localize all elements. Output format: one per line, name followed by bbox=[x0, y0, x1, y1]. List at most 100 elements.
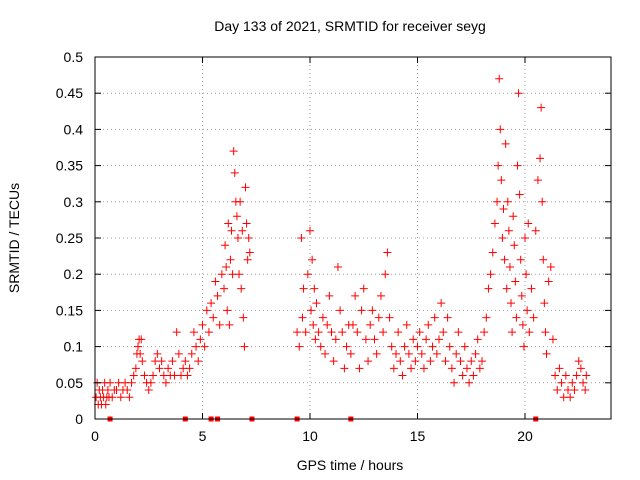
data-point bbox=[546, 262, 555, 271]
data-points bbox=[92, 74, 591, 409]
data-point bbox=[220, 284, 228, 293]
y-tick-label: 0.5 bbox=[64, 49, 84, 65]
x-tick-label: 0 bbox=[91, 428, 99, 444]
data-point bbox=[426, 357, 435, 366]
data-point bbox=[307, 306, 316, 315]
data-point bbox=[331, 335, 340, 344]
data-point bbox=[422, 335, 431, 344]
data-point bbox=[544, 277, 553, 286]
data-point bbox=[232, 212, 241, 221]
data-point bbox=[469, 371, 478, 380]
data-point bbox=[310, 284, 319, 293]
data-point bbox=[342, 342, 351, 351]
data-point bbox=[465, 378, 474, 387]
data-point bbox=[488, 248, 497, 257]
data-point bbox=[456, 357, 465, 366]
data-point bbox=[129, 371, 138, 380]
data-point bbox=[460, 342, 469, 351]
data-point bbox=[536, 154, 545, 163]
data-point bbox=[312, 299, 321, 308]
data-point bbox=[519, 342, 528, 351]
data-point bbox=[387, 342, 396, 351]
x-tick-label: 5 bbox=[199, 428, 207, 444]
data-point bbox=[325, 291, 334, 300]
data-point bbox=[146, 378, 155, 387]
data-point bbox=[134, 342, 142, 351]
data-point bbox=[523, 306, 532, 315]
data-point bbox=[419, 364, 428, 373]
data-point bbox=[226, 255, 235, 264]
data-point bbox=[192, 342, 201, 351]
data-point bbox=[200, 342, 209, 351]
data-point bbox=[490, 219, 499, 228]
data-point bbox=[329, 357, 338, 366]
data-point bbox=[385, 313, 394, 322]
data-point bbox=[581, 386, 590, 395]
data-point bbox=[417, 349, 426, 358]
data-point bbox=[447, 364, 456, 373]
data-point bbox=[349, 320, 357, 329]
data-point bbox=[355, 364, 364, 373]
data-point bbox=[509, 212, 518, 221]
data-point bbox=[295, 342, 304, 351]
data-point bbox=[161, 378, 170, 387]
data-point bbox=[411, 357, 420, 366]
data-point bbox=[217, 270, 226, 279]
data-point bbox=[138, 357, 147, 366]
y-tick-label: 0.4 bbox=[64, 121, 84, 137]
data-point bbox=[361, 335, 370, 344]
data-point bbox=[318, 313, 327, 322]
data-point bbox=[480, 328, 489, 337]
data-point bbox=[144, 386, 153, 395]
data-point bbox=[389, 364, 398, 373]
data-point bbox=[514, 89, 523, 98]
data-point bbox=[209, 313, 218, 322]
ticks: 0 0.05 0.1 0.15 0.2 0.25 0.3 0.35 0.4 0.45 0.5 0 5 10… bbox=[56, 49, 611, 444]
data-point bbox=[157, 357, 166, 366]
data-point bbox=[496, 125, 505, 134]
data-point bbox=[309, 320, 318, 329]
data-point bbox=[502, 284, 511, 293]
data-point bbox=[452, 349, 461, 358]
data-point bbox=[383, 248, 392, 257]
data-point bbox=[467, 357, 476, 366]
data-point bbox=[392, 349, 400, 358]
data-point bbox=[522, 270, 531, 279]
data-point bbox=[316, 342, 325, 351]
data-point bbox=[357, 306, 366, 315]
data-point bbox=[518, 320, 527, 329]
data-point bbox=[153, 349, 162, 358]
data-point bbox=[507, 299, 516, 308]
data-point bbox=[123, 386, 132, 395]
data-point bbox=[314, 328, 323, 337]
data-point bbox=[493, 197, 502, 206]
data-point bbox=[336, 306, 345, 315]
data-point bbox=[415, 328, 424, 337]
data-point bbox=[108, 393, 117, 402]
data-point bbox=[441, 357, 450, 366]
data-point bbox=[478, 357, 486, 366]
data-point bbox=[381, 270, 390, 279]
data-point bbox=[379, 328, 388, 337]
data-point bbox=[484, 284, 493, 293]
data-point bbox=[131, 364, 140, 373]
data-point bbox=[516, 255, 525, 264]
x-tick-label: 10 bbox=[302, 428, 318, 444]
data-point bbox=[402, 320, 411, 329]
data-point bbox=[540, 299, 549, 308]
data-point bbox=[409, 335, 418, 344]
data-point bbox=[566, 393, 575, 402]
data-point bbox=[353, 328, 362, 337]
data-point bbox=[194, 357, 203, 366]
data-point bbox=[333, 262, 342, 271]
data-point bbox=[237, 284, 246, 293]
data-point bbox=[511, 277, 520, 286]
data-point bbox=[471, 349, 480, 358]
data-point bbox=[168, 357, 177, 366]
data-point bbox=[327, 328, 336, 337]
y-tick-label: 0 bbox=[75, 411, 83, 427]
data-point bbox=[321, 349, 330, 358]
data-point bbox=[299, 284, 308, 293]
data-point bbox=[430, 313, 439, 322]
